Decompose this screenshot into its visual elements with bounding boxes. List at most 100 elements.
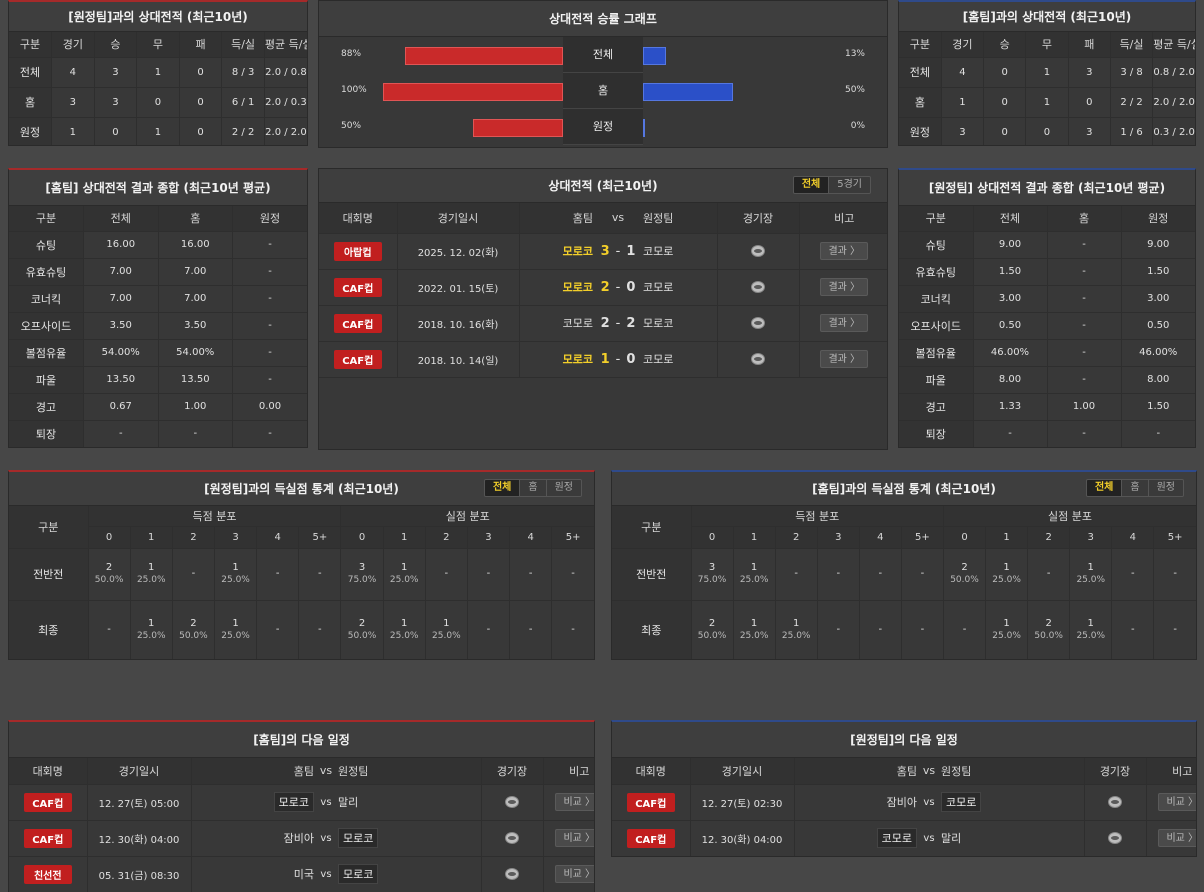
goal-count-header: 1: [130, 526, 173, 549]
goals-cell: -: [298, 600, 342, 659]
table-cell: 0: [983, 57, 1027, 88]
away-score: 2: [626, 315, 636, 331]
home-team-cell: 미국: [191, 856, 314, 892]
table-row: 전체 4 0 1 3 3 / 8 0.8 / 2.0: [899, 57, 1195, 88]
away-team: 말리: [338, 796, 359, 809]
compare-button[interactable]: 비교 〉: [555, 829, 594, 847]
result-button[interactable]: 결과 〉: [820, 242, 869, 260]
compare-button[interactable]: 비교 〉: [555, 865, 594, 883]
row-label: 슈팅: [899, 231, 974, 259]
table-row: 볼점유율 54.00% 54.00% -: [9, 339, 307, 367]
goals-value: 2 50.0%: [692, 618, 733, 642]
table-cell: 0: [983, 87, 1027, 118]
row-label: 유효슈팅: [899, 258, 974, 286]
goals-value: 1 25.0%: [131, 562, 172, 586]
score-separator: -: [615, 351, 621, 367]
goals-cell: 2 50.0%: [172, 600, 215, 659]
row-label: 볼점유율: [9, 339, 84, 367]
table-row: 파울 8.00-8.00: [899, 366, 1195, 394]
table-cell: 1.50: [1121, 258, 1195, 286]
header-row: 구분 득점 분포 실점 분포: [9, 506, 594, 549]
tab-all[interactable]: 전체: [1086, 480, 1123, 496]
column-header: 전체: [83, 206, 159, 232]
home-team: 잠비아: [283, 832, 314, 845]
venue-cell: [1084, 784, 1147, 821]
goals-cell: 2 50.0%: [88, 548, 131, 601]
column-header: 구분: [9, 32, 53, 58]
summary-away-table: 구분 전체 홈 원정 슈팅 9.00-9.00 유효슈팅 1.50-1.50 코너킥 3.00-3…: [899, 206, 1195, 447]
tab-home[interactable]: 홈: [1122, 480, 1149, 496]
match-count: 1: [1087, 562, 1094, 573]
compare-button[interactable]: 비교 〉: [1158, 829, 1196, 847]
home-team-cell: 잠비아: [191, 820, 314, 857]
result-button[interactable]: 결과 〉: [820, 278, 869, 296]
match-count: -: [878, 624, 883, 635]
home-team: 코모로: [519, 305, 593, 342]
goals-value: -: [1112, 624, 1153, 636]
table-cell: 0.67: [83, 393, 159, 421]
compare-button[interactable]: 비교 〉: [1158, 793, 1196, 811]
conceded-distribution-header: 실점 분포: [943, 506, 1196, 527]
home-team-cell: 코모로: [794, 820, 917, 856]
goals-value: -: [552, 624, 594, 636]
table-cell: 2.0 / 2.0: [264, 117, 307, 145]
h2h-matches-title: 상대전적 (최근10년) 전체 5경기: [319, 169, 887, 203]
goals-value: -: [89, 624, 130, 636]
table-cell: -: [1121, 420, 1195, 447]
goal-count-header: 5+: [298, 526, 342, 549]
table-row: 원정 1 0 1 0 2 / 2 2.0 / 2.0: [9, 117, 307, 145]
row-label: 경고: [899, 393, 974, 421]
match-count: 1: [750, 618, 758, 629]
match-percent: 25.0%: [781, 631, 811, 641]
tab-away[interactable]: 원정: [546, 480, 581, 496]
match-count: -: [920, 568, 925, 579]
goals-cell: 1 25.0%: [1069, 600, 1113, 659]
row-label: 홈: [899, 87, 942, 118]
match-count: 1: [443, 618, 450, 629]
compare-button[interactable]: 비교 〉: [555, 793, 594, 811]
match-count: 1: [1003, 618, 1010, 629]
h2h-matches-panel: 상대전적 (최근10년) 전체 5경기 대회명 경기일시 홈팀 vs 원정팀 경…: [318, 168, 888, 450]
goal-count-header: 3: [214, 526, 258, 549]
home-team-cell: 잠비아: [794, 784, 917, 821]
goals-value: 1 25.0%: [426, 618, 467, 642]
table-cell: -: [1047, 339, 1122, 367]
scored-distribution-header: 득점 분포: [88, 506, 342, 527]
result-button[interactable]: 결과 〉: [820, 350, 869, 368]
away-team-cell: 코모로: [941, 784, 1085, 821]
tab-5games[interactable]: 5경기: [829, 177, 870, 193]
match-count: 1: [1087, 618, 1094, 629]
goal-count-header: 3: [817, 526, 860, 549]
match-percent: 25.0%: [136, 631, 166, 641]
goals-away-panel: [홈팀]과의 득실점 통계 (최근10년) 전체 홈 원정 구분 득점 분포 실점 …: [611, 470, 1197, 660]
goals-value: -: [902, 624, 943, 636]
away-winrate-bar: [643, 47, 666, 65]
tab-home[interactable]: 홈: [520, 480, 547, 496]
competition-badge: 친선전: [23, 864, 72, 884]
result-button[interactable]: 결과 〉: [820, 314, 869, 332]
goal-count-header: 0: [340, 526, 384, 549]
winrate-title: 상대전적 승률 그래프: [319, 1, 887, 37]
away-team-cell: 말리: [941, 820, 1085, 856]
match-date: 12. 27(토) 05:00: [87, 784, 192, 821]
note-cell: 비교 〉: [1146, 820, 1196, 856]
column-header: 홈: [158, 206, 233, 232]
goals-home-table: 구분 득점 분포 실점 분포 0 1 2 3 4 5+ 0 1 2 3 4 5+ 전반전 2 50.0% 1 25.0…: [9, 506, 594, 659]
table-cell: 3: [51, 87, 95, 118]
home-winrate: 100%: [341, 85, 367, 95]
tab-all[interactable]: 전체: [484, 480, 521, 496]
match-count: 2: [105, 562, 113, 573]
table-row: 코너킥 3.00-3.00: [899, 285, 1195, 313]
match-percent: 25.0%: [389, 631, 419, 641]
goals-cell: -: [551, 548, 594, 601]
away-team: 코모로: [643, 269, 718, 306]
goal-count-header: 2: [425, 526, 468, 549]
match-percent: 25.0%: [389, 575, 419, 585]
goals-value: 2 50.0%: [944, 562, 985, 586]
comp-cell: CAF컵: [9, 820, 88, 857]
tab-all[interactable]: 전체: [793, 177, 830, 193]
score-separator: -: [615, 243, 621, 259]
goals-cell: 1 25.0%: [733, 600, 776, 659]
tab-away[interactable]: 원정: [1148, 480, 1183, 496]
match-percent: 25.0%: [221, 575, 250, 585]
